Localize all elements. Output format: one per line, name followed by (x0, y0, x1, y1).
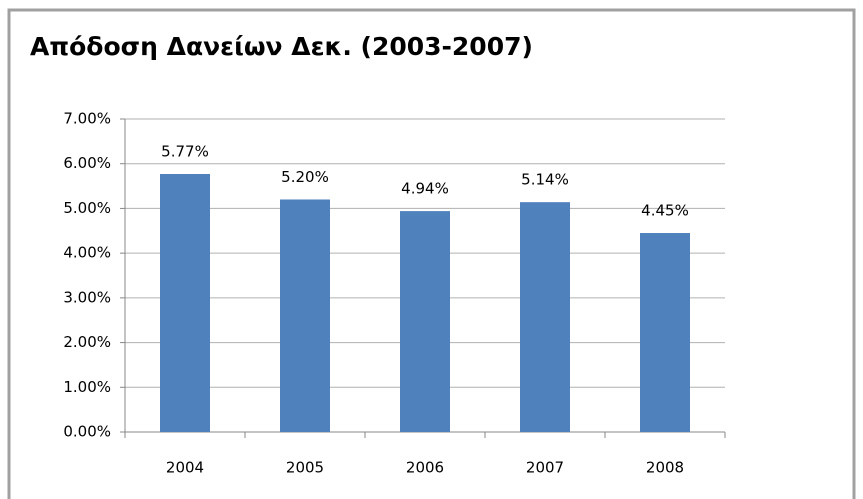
data-label: 5.14% (521, 171, 569, 189)
y-tick-label: 3.00% (63, 288, 111, 306)
y-tick-label: 7.00% (63, 110, 111, 128)
y-tick-label: 2.00% (63, 333, 111, 351)
x-tick-label: 2004 (166, 459, 204, 477)
bar (640, 233, 690, 432)
chart-title: Απόδοση Δανείων Δεκ. (2003-2007) (30, 32, 533, 61)
y-tick-label: 5.00% (63, 199, 111, 217)
bar (280, 199, 330, 432)
y-tick-label: 6.00% (63, 154, 111, 172)
data-label: 5.20% (281, 168, 329, 186)
data-label: 4.94% (401, 180, 449, 198)
y-tick-label: 1.00% (63, 378, 111, 396)
bar (400, 211, 450, 432)
data-label: 4.45% (641, 202, 689, 220)
x-tick-label: 2007 (526, 459, 564, 477)
x-tick-label: 2006 (406, 459, 444, 477)
data-label: 5.77% (161, 142, 209, 160)
y-tick-label: 4.00% (63, 244, 111, 262)
x-tick-label: 2005 (286, 459, 324, 477)
y-tick-label: 0.00% (63, 423, 111, 441)
bar (520, 202, 570, 432)
x-tick-label: 2008 (646, 459, 684, 477)
bar (160, 173, 210, 432)
